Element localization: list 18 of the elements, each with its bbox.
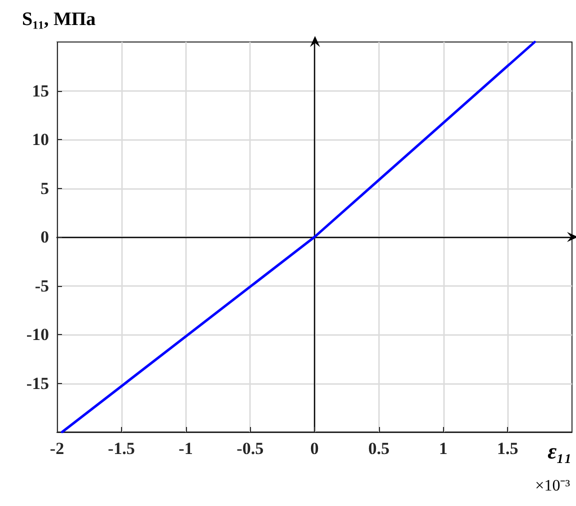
- x-tick-label: -1.5: [108, 439, 135, 458]
- x-tick-label: 0.5: [368, 439, 390, 458]
- x-tick-label: 1.5: [497, 439, 518, 458]
- y-tick-label: -10: [26, 325, 49, 344]
- y-tick-label: 0: [40, 228, 49, 246]
- x-axis-title: ε₁₁: [548, 438, 572, 464]
- y-tick-label: -15: [26, 374, 49, 393]
- y-tick-label: 15: [32, 81, 49, 100]
- x-tick-label: -1: [178, 439, 193, 458]
- y-tick-label: 10: [32, 130, 49, 149]
- x-tick-label: 0: [310, 439, 319, 458]
- text: ×10⁻³: [535, 478, 570, 494]
- y-tick-label: 5: [40, 178, 49, 198]
- y-axis-title: S₁₁, МПа: [22, 9, 96, 30]
- x-tick-label: -2: [50, 439, 64, 458]
- y-tick-label: -5: [34, 276, 49, 296]
- x-tick-label: -0.5: [236, 439, 264, 458]
- x-tick-label: 1: [439, 439, 448, 458]
